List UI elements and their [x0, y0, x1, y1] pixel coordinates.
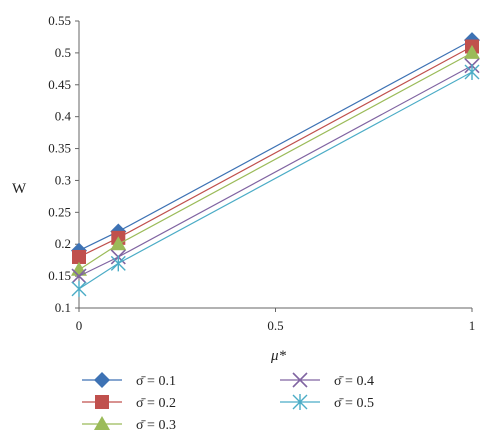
- series-line: [78, 45, 473, 258]
- legend-marker: [95, 395, 109, 409]
- y-tick-label: 0.45: [48, 77, 71, 92]
- y-tick-label: 0.5: [55, 45, 71, 60]
- series-5: [71, 64, 480, 297]
- x-tick-label: 1: [469, 318, 476, 333]
- y-tick-label: 0.15: [48, 268, 71, 283]
- series-2: [72, 39, 479, 264]
- y-tick-label: 0.55: [48, 13, 71, 28]
- series-line: [78, 52, 473, 271]
- legend-item: σ̄ = 0.1: [82, 372, 176, 389]
- y-tick-label: 0.4: [55, 109, 72, 124]
- y-tick-label: 0.3: [55, 172, 71, 187]
- legend-label: σ̄ = 0.5: [334, 396, 374, 411]
- data-point: [464, 44, 480, 59]
- legend-label: σ̄ = 0.3: [136, 418, 176, 433]
- legend-item: σ̄ = 0.3: [82, 416, 176, 433]
- legend-label: σ̄ = 0.2: [136, 396, 176, 411]
- data-point: [464, 64, 480, 81]
- data-point: [110, 236, 127, 251]
- y-tick-label: 0.2: [55, 236, 71, 251]
- legend-marker: [292, 372, 308, 388]
- series-line: [78, 39, 473, 252]
- y-axis-title: W: [12, 181, 27, 197]
- x-tick-label: 0.5: [267, 318, 283, 333]
- series-4: [71, 58, 480, 284]
- legend-marker: [292, 394, 308, 410]
- x-tick-label: 0: [76, 318, 83, 333]
- data-point: [71, 280, 87, 297]
- legend-item: σ̄ = 0.5: [280, 394, 374, 411]
- legend-item: σ̄ = 0.4: [280, 372, 374, 389]
- plot-area: 0.1 0.15 0.2 0.25 0.3 0.35 0.4 0.45 0.5 0.55 0 0.5 1: [48, 13, 480, 333]
- data-point: [110, 255, 126, 272]
- series-3: [71, 44, 480, 276]
- legend-item: σ̄ = 0.2: [82, 395, 176, 411]
- y-tick-label: 0.35: [48, 141, 71, 156]
- series-1: [71, 32, 480, 259]
- legend-label: σ̄ = 0.4: [334, 374, 374, 389]
- legend-label: σ̄ = 0.1: [136, 374, 176, 389]
- y-tick-label: 0.25: [48, 204, 71, 219]
- legend-marker: [94, 416, 110, 430]
- series-line: [78, 71, 473, 290]
- x-axis-title: μ*: [270, 348, 287, 364]
- data-point: [71, 268, 87, 284]
- series-line: [78, 65, 473, 277]
- legend: σ̄ = 0.1 σ̄ = 0.2 σ̄ = 0.3 σ̄ = 0.4 σ̄ = 0.5: [82, 372, 374, 433]
- y-tick-label: 0.1: [55, 300, 71, 315]
- data-point: [72, 249, 86, 264]
- legend-marker: [94, 372, 110, 388]
